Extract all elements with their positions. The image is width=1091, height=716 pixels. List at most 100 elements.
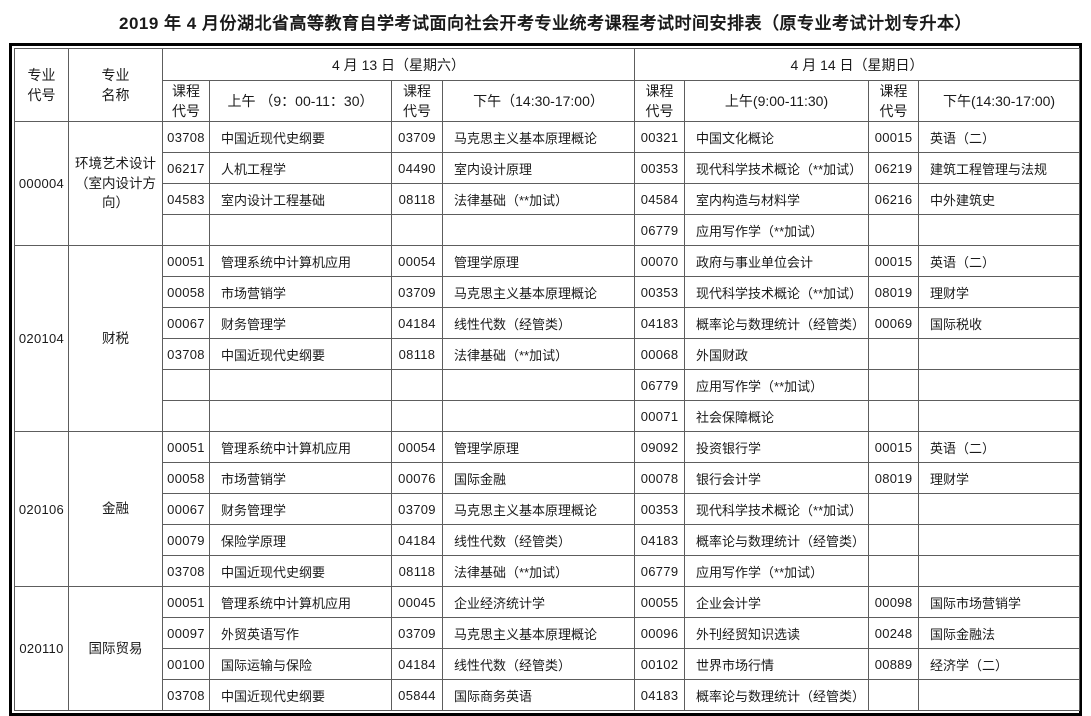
- major-name-cell: 金融: [68, 431, 163, 587]
- course-name-cell: 线性代数（经管类）: [441, 648, 636, 680]
- course-name-cell: 政府与事业单位会计: [684, 245, 870, 277]
- schedule-row: 000004 环境艺术设计 （室内设计方 向） 03708 中国近现代史纲要 03709…: [14, 121, 1081, 246]
- schedule-row: 04583 室内设计工程基础 08118 法律基础（**加试） 04584 室内构造与材料…: [15, 183, 1081, 215]
- header-day1-am-course-code: 课程 代号: [162, 80, 210, 122]
- course-name-cell: 英语（二）: [918, 431, 1081, 463]
- major-code-cell: 020104: [14, 245, 69, 432]
- course-name-cell: 银行会计学: [684, 462, 870, 494]
- course-name-cell: 管理系统中计算机应用: [209, 245, 392, 277]
- header-day2-pm-course-code: 课程 代号: [868, 80, 920, 122]
- schedule-row: 03708 中国近现代史纲要 05844 国际商务英语 04183 概率论与数理统计（经管…: [15, 679, 1081, 711]
- course-code-cell: [868, 400, 920, 432]
- course-code-cell: 04490: [391, 152, 443, 184]
- major-name-cell: 环境艺术设计 （室内设计方 向）: [68, 121, 163, 246]
- header-day1-am-session: 上午 （9：00-11：30）: [209, 80, 392, 122]
- course-name-cell: 国际运输与保险: [209, 648, 392, 680]
- course-name-cell: 市场营销学: [209, 462, 392, 494]
- course-name-cell: 现代科学技术概论（**加试）: [684, 152, 870, 184]
- course-code-cell: 03708: [162, 679, 210, 711]
- course-name-cell: [209, 400, 392, 432]
- schedule-row: 00058 市场营销学 00076 国际金融 00078 银行会计学 08019 理财学: [15, 462, 1081, 494]
- course-code-cell: 00078: [634, 462, 686, 494]
- course-code-cell: [162, 400, 210, 432]
- course-name-cell: 国际金融: [441, 462, 636, 494]
- course-code-cell: [868, 369, 920, 401]
- course-name-cell: 财务管理学: [209, 493, 392, 525]
- course-name-cell: 法律基础（**加试）: [441, 555, 636, 587]
- course-name-cell: 法律基础（**加试）: [441, 183, 636, 215]
- course-name-cell: 英语（二）: [918, 245, 1081, 277]
- course-name-cell: 马克思主义基本原理概论: [441, 617, 636, 649]
- course-code-cell: 00102: [634, 648, 686, 680]
- course-code-cell: 00015: [868, 121, 920, 153]
- header-day1-date: 4 月 13 日（星期六）: [161, 48, 636, 81]
- course-name-cell: 英语（二）: [918, 121, 1081, 153]
- course-code-cell: 00055: [634, 586, 686, 618]
- course-code-cell: [868, 555, 920, 587]
- course-name-cell: 世界市场行情: [684, 648, 870, 680]
- course-name-cell: 外贸英语写作: [209, 617, 392, 649]
- schedule-row: 00067 财务管理学 04184 线性代数（经管类） 04183 概率论与数理统计（经管…: [15, 307, 1081, 339]
- course-code-cell: [868, 338, 920, 370]
- course-code-cell: 00353: [634, 152, 686, 184]
- course-name-cell: 社会保障概论: [684, 400, 870, 432]
- course-name-cell: [918, 400, 1081, 432]
- course-name-cell: 企业经济统计学: [441, 586, 636, 618]
- course-code-cell: 00248: [868, 617, 920, 649]
- header-day1-pm-course-code: 课程 代号: [391, 80, 443, 122]
- course-code-cell: 00889: [868, 648, 920, 680]
- course-name-cell: 企业会计学: [684, 586, 870, 618]
- course-code-cell: [868, 679, 920, 711]
- course-code-cell: 00051: [162, 586, 210, 618]
- course-code-cell: 00058: [162, 462, 210, 494]
- course-name-cell: 国际金融法: [918, 617, 1081, 649]
- course-code-cell: 00054: [391, 431, 443, 463]
- course-code-cell: [391, 214, 443, 246]
- course-name-cell: [918, 679, 1081, 711]
- course-code-cell: 04184: [391, 524, 443, 556]
- course-name-cell: 中国近现代史纲要: [209, 555, 392, 587]
- course-code-cell: 00069: [868, 307, 920, 339]
- course-code-cell: 03709: [391, 276, 443, 308]
- course-name-cell: 建筑工程管理与法规: [918, 152, 1081, 184]
- major-name-cell: 国际贸易: [68, 586, 163, 711]
- major-code-cell: 020110: [14, 586, 69, 711]
- course-code-cell: 00098: [868, 586, 920, 618]
- schedule-row: 06779 应用写作学（**加试）: [15, 214, 1081, 246]
- course-code-cell: [868, 493, 920, 525]
- course-code-cell: 00353: [634, 493, 686, 525]
- course-name-cell: 概率论与数理统计（经管类）: [684, 307, 870, 339]
- page-title: 2019 年 4 月份湖北省高等教育自学考试面向社会开考专业统考课程考试时间安排…: [119, 14, 972, 33]
- schedule-row: 00097 外贸英语写作 03709 马克思主义基本原理概论 00096 外刊经贸知识选读…: [15, 617, 1081, 649]
- header-sub-row: 课程 代号 上午 （9：00-11：30） 课程 代号 下午（14:30-17:…: [15, 80, 1081, 122]
- course-code-cell: 00100: [162, 648, 210, 680]
- course-code-cell: 08019: [868, 462, 920, 494]
- course-name-cell: 线性代数（经管类）: [441, 307, 636, 339]
- course-code-cell: 00058: [162, 276, 210, 308]
- course-code-cell: 00054: [391, 245, 443, 277]
- course-code-cell: 00015: [868, 245, 920, 277]
- course-code-cell: 00068: [634, 338, 686, 370]
- course-name-cell: 线性代数（经管类）: [441, 524, 636, 556]
- schedule-table: 专业 代号 专业 名称 4 月 13 日（星期六） 4 月 14 日（星期日） …: [14, 48, 1081, 711]
- course-name-cell: 中外建筑史: [918, 183, 1081, 215]
- course-code-cell: 00071: [634, 400, 686, 432]
- course-code-cell: 04183: [634, 524, 686, 556]
- course-code-cell: 00096: [634, 617, 686, 649]
- schedule-row: 03708 中国近现代史纲要 08118 法律基础（**加试） 00068 外国财政: [15, 338, 1081, 370]
- course-code-cell: 03709: [391, 493, 443, 525]
- course-name-cell: [441, 214, 636, 246]
- course-name-cell: 管理系统中计算机应用: [209, 586, 392, 618]
- schedule-row: 00079 保险学原理 04184 线性代数（经管类） 04183 概率论与数理统计（经管…: [15, 524, 1081, 556]
- course-name-cell: [918, 338, 1081, 370]
- course-code-cell: 04184: [391, 648, 443, 680]
- course-name-cell: 国际税收: [918, 307, 1081, 339]
- course-name-cell: 室内设计工程基础: [209, 183, 392, 215]
- course-name-cell: 室内设计原理: [441, 152, 636, 184]
- course-code-cell: 00097: [162, 617, 210, 649]
- course-code-cell: [162, 214, 210, 246]
- course-code-cell: 00067: [162, 493, 210, 525]
- course-code-cell: 00353: [634, 276, 686, 308]
- header-day2-am-course-code: 课程 代号: [634, 80, 686, 122]
- course-code-cell: 06779: [634, 369, 686, 401]
